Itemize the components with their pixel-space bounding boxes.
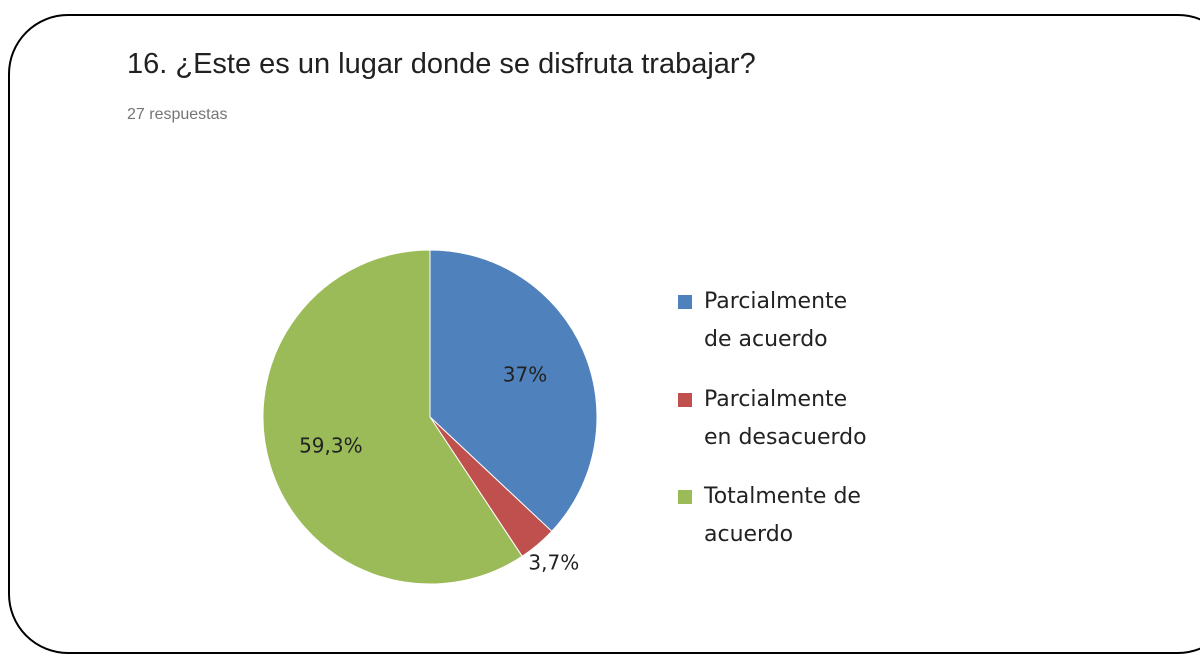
slice-label: 59,3% <box>299 433 363 457</box>
legend-item: Totalmente de acuerdo <box>678 478 878 554</box>
page: 16. ¿Este es un lugar donde se disfruta … <box>8 14 1200 654</box>
slice-label: 3,7% <box>528 550 579 574</box>
legend-swatch <box>678 490 692 504</box>
pie-slice <box>262 249 523 585</box>
legend-label: Totalmente de acuerdo <box>704 484 861 547</box>
chart-title: 16. ¿Este es un lugar donde se disfruta … <box>127 48 756 80</box>
legend-label: Parcialmente en desacuerdo <box>704 387 867 450</box>
legend-item: Parcialmente de acuerdo <box>678 283 878 359</box>
response-count: 27 respuestas <box>127 106 228 123</box>
legend-label: Parcialmente de acuerdo <box>704 289 848 352</box>
legend-swatch <box>678 295 692 309</box>
legend-item: Parcialmente en desacuerdo <box>678 381 878 457</box>
legend-swatch <box>678 393 692 407</box>
chart: 37% 3,7% 59,3% <box>262 249 598 585</box>
pie-slice <box>429 249 598 533</box>
slice-label: 37% <box>503 362 547 386</box>
